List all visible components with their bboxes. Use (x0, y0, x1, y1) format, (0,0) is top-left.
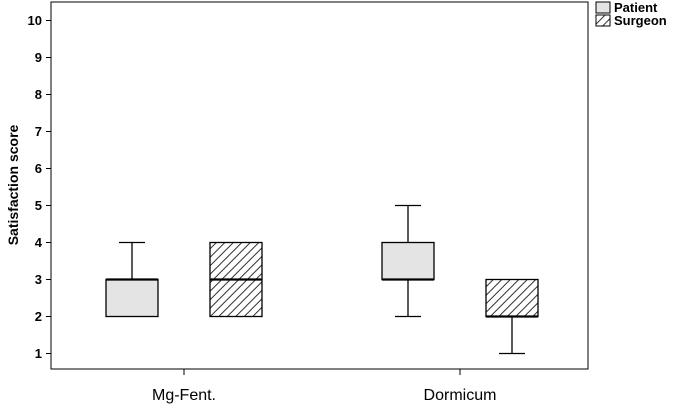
x-tick-label: Dormicum (424, 387, 497, 404)
iqr-box (381, 241, 435, 281)
y-tick-label: 4 (35, 235, 43, 250)
legend-label-patient: Patient (614, 0, 658, 15)
y-axis: 1 2 3 4 5 6 7 8 9 10 (28, 13, 51, 361)
x-axis: Mg-Fent. Dormicum (152, 369, 496, 404)
boxes-layer (105, 204, 539, 355)
y-tick-label: 2 (35, 309, 42, 324)
y-tick-label: 3 (35, 272, 42, 287)
box-surgeon-1 (485, 278, 539, 355)
box-patient-0 (105, 241, 159, 318)
box-surgeon-0 (209, 241, 263, 318)
y-tick-label: 5 (35, 198, 42, 213)
legend-label-surgeon: Surgeon (614, 13, 667, 28)
y-tick-label: 10 (28, 13, 42, 28)
y-tick-label: 9 (35, 50, 42, 65)
y-axis-label: Satisfaction score (5, 124, 21, 245)
x-tick-label: Mg-Fent. (152, 387, 216, 404)
y-tick-label: 8 (35, 87, 42, 102)
iqr-box (485, 278, 539, 318)
y-tick-label: 1 (35, 346, 42, 361)
y-tick-label: 7 (35, 124, 42, 139)
iqr-box (105, 278, 159, 318)
y-tick-label: 6 (35, 161, 42, 176)
box-patient-1 (381, 204, 435, 318)
legend-swatch-surgeon (595, 14, 611, 27)
legend-swatch-patient (595, 1, 611, 14)
